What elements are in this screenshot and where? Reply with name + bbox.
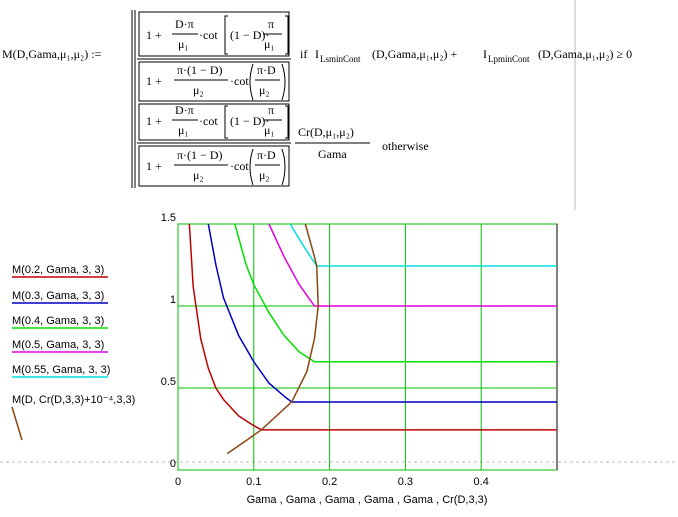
legend-label: M(0.5, Gama, 3, 3) [12, 339, 104, 351]
legend-label: M(0.55, Gama, 3, 3) [12, 364, 110, 376]
y-tick-label: 0.5 [161, 376, 176, 388]
fraction [137, 11, 291, 102]
t: μ₂ [193, 168, 204, 182]
t: 1 + [146, 114, 162, 128]
y-tick-label: 0 [170, 458, 176, 470]
series-line [188, 223, 557, 431]
t: μ₂ [259, 168, 270, 182]
t: ·cot [230, 159, 249, 173]
t: D·π [175, 17, 194, 31]
legend-label: M(D, Cr(D,3,3)+10⁻⁴,3,3) [12, 394, 135, 406]
bracket [224, 15, 289, 55]
t: μ₁ [264, 123, 275, 137]
series-line [268, 223, 557, 307]
t: π·D [257, 63, 276, 77]
legend-label: M(0.4, Gama, 3, 3) [12, 315, 104, 327]
plot-area [177, 223, 558, 471]
lhs: M(D,Gama,μ₁,μ₂) := [2, 47, 102, 61]
series-line [207, 223, 557, 403]
x-tick-label: 0.3 [398, 476, 413, 488]
t: Cr(D,μ₁,μ₂) [298, 125, 354, 139]
t: π [268, 103, 274, 117]
t: (1 − D)· [230, 28, 269, 42]
t: I [483, 47, 487, 61]
x-tick-label: 0.1 [246, 476, 261, 488]
case-bracket [131, 10, 136, 188]
t: μ₁ [264, 37, 275, 51]
t: otherwise [382, 139, 429, 153]
t: D·π [175, 103, 194, 117]
t: π·D [257, 148, 276, 162]
formula: M(D,Gama,μ₁,μ₂) := 1 + D·π μ₁ ·cot (1 − … [2, 10, 632, 188]
t: μ₁ [178, 37, 189, 51]
t: π·(1 − D) [177, 63, 222, 77]
t: π·(1 − D) [177, 148, 222, 162]
x-tick-label: 0.4 [474, 476, 489, 488]
t: 1 + [146, 74, 162, 88]
t: LsminCont [320, 54, 361, 64]
paren [249, 148, 286, 186]
paren [249, 63, 286, 101]
legend-label: M(0.2, Gama, 3, 3) [12, 264, 104, 276]
series-line [234, 223, 557, 363]
bracket [224, 105, 289, 139]
t: ·cot [199, 114, 218, 128]
x-tick-label: 0.2 [322, 476, 337, 488]
t: Gama [318, 147, 347, 161]
legend-swatch [11, 406, 23, 441]
x-tick-label: 0 [175, 476, 181, 488]
t: (D,Gama,μ₁,μ₂) + [372, 47, 458, 61]
t: (D,Gama,μ₁,μ₂) ≥ 0 [538, 47, 632, 61]
t: LpminCont [488, 54, 530, 64]
chart: Gama , Gama , Gama , Gama , Gama , Cr(D,… [11, 212, 558, 506]
y-tick-label: 1 [170, 294, 176, 306]
t: μ₂ [193, 83, 204, 97]
x-axis-label: Gama , Gama , Gama , Gama , Gama , Cr(D,… [247, 494, 488, 506]
t: if [300, 47, 307, 61]
t: ·cot [230, 74, 249, 88]
t: I [315, 47, 319, 61]
legend-label: M(0.3, Gama, 3, 3) [12, 290, 104, 302]
series-line [289, 223, 557, 267]
t: μ₁ [178, 123, 189, 137]
t: 1 + [146, 159, 162, 173]
fraction [137, 103, 291, 187]
y-tick-label: 1.5 [161, 212, 176, 224]
t: μ₂ [259, 83, 270, 97]
t: 1 + [146, 28, 162, 42]
t: π [268, 17, 274, 31]
t: ·cot [199, 28, 218, 42]
series-line [226, 223, 319, 455]
t: (1 − D)· [230, 114, 269, 128]
